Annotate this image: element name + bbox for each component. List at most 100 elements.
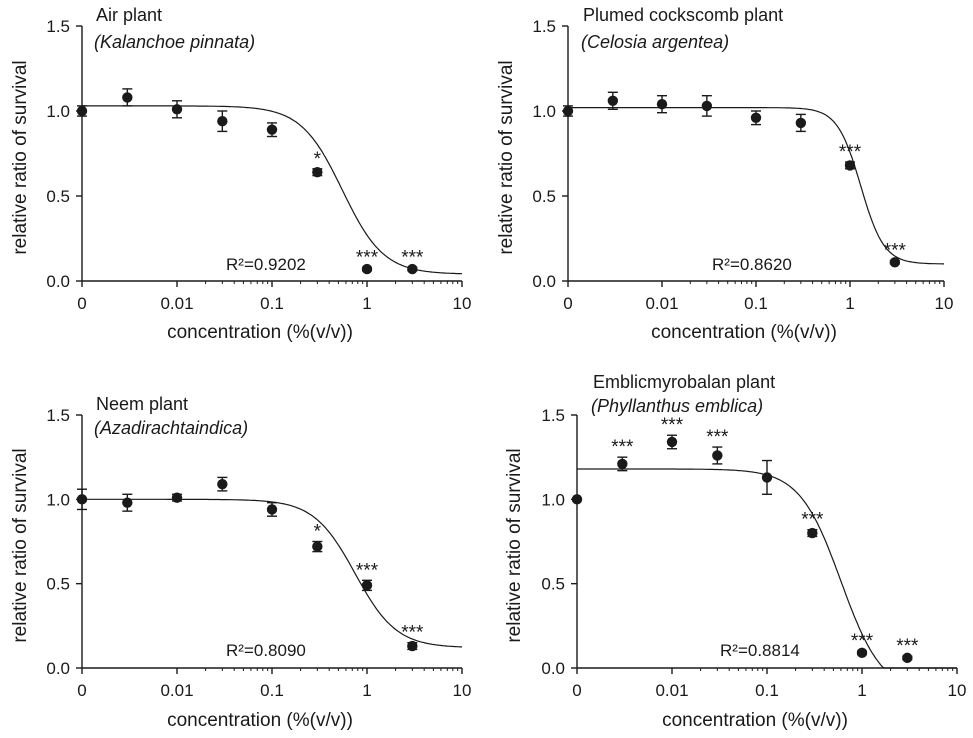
panel-title: Emblicmyrobalan plant (593, 372, 775, 392)
x-tick-label: 10 (935, 294, 954, 313)
y-tick-label: 0.0 (541, 659, 565, 678)
r-squared-label: R²=0.8090 (226, 641, 306, 660)
y-tick-label: 0.5 (46, 575, 70, 594)
data-point (807, 527, 818, 539)
x-tick-label: 0 (77, 294, 86, 313)
chart-panel-1: 0.00.51.01.50 0.01 0.1 1 10**** ***Air plant(… (10, 5, 471, 343)
data-point (171, 104, 183, 115)
data-point (761, 472, 773, 483)
x-tick-label: 10 (948, 681, 967, 700)
data-point (266, 504, 278, 515)
data-point (122, 497, 133, 508)
data-point (617, 458, 628, 470)
x-axis-label: concentration (%(v/v)) (651, 322, 837, 343)
significance-label: *** (356, 560, 379, 581)
significance-label: *** (896, 636, 919, 657)
data-point (571, 494, 583, 505)
y-tick-label: 1.0 (46, 102, 70, 121)
data-point (171, 492, 183, 503)
y-tick-label: 0.5 (532, 187, 556, 206)
data-point (666, 436, 678, 448)
x-tick-label: 0 (77, 681, 86, 700)
significance-label: *** (401, 247, 424, 268)
significance-label: *** (706, 427, 729, 448)
x-tick-label: 1 (857, 681, 866, 700)
fit-curve (568, 107, 944, 265)
data-point (361, 263, 373, 275)
significance-label: *** (401, 623, 424, 644)
y-tick-label: 0.5 (541, 575, 565, 594)
y-tick-label: 1.5 (46, 406, 70, 425)
y-tick-label: 1.5 (541, 406, 565, 425)
x-axis-label: concentration (%(v/v)) (167, 710, 353, 731)
significance-label: *** (839, 142, 862, 163)
data-point (712, 450, 723, 461)
data-point (795, 117, 807, 129)
x-axis-label: concentration (%(v/v)) (662, 710, 848, 731)
x-tick-label: 0 (572, 681, 581, 700)
y-axis-label: relative ratio of survival (10, 60, 31, 254)
x-tick-label: 0.1 (755, 681, 779, 700)
significance-label: * (314, 149, 322, 170)
chart-panel-3: 0.00.51.01.50 0.01 0.1 1 10*******Neem plant… (10, 394, 471, 731)
x-tick-label: 0.01 (655, 681, 688, 700)
x-tick-label: 1 (362, 681, 371, 700)
data-point (656, 99, 668, 110)
x-tick-label: 0.1 (260, 294, 284, 313)
significance-label: *** (801, 510, 824, 531)
significance-label: *** (661, 415, 684, 436)
data-point (122, 92, 133, 103)
data-point (217, 478, 228, 490)
data-point (312, 167, 323, 178)
r-squared-label: R²=0.9202 (226, 255, 306, 274)
data-point (361, 580, 373, 591)
x-tick-label: 0 (563, 294, 572, 313)
significance-label: * (314, 522, 322, 543)
data-point (266, 124, 278, 135)
x-tick-label: 1 (845, 294, 854, 313)
significance-label: *** (851, 631, 874, 652)
x-tick-label: 1 (362, 294, 371, 313)
x-tick-label: 0.01 (160, 681, 193, 700)
data-point (844, 160, 856, 171)
y-tick-label: 1.0 (541, 490, 565, 509)
x-tick-label: 0.01 (645, 294, 678, 313)
significance-label: *** (356, 247, 379, 268)
r-squared-label: R²=0.8814 (720, 641, 800, 660)
x-tick-label: 10 (453, 681, 472, 700)
panel-title: Plumed cockscomb plant (583, 5, 783, 25)
panel-subtitle: (Celosia argentea) (581, 32, 729, 52)
fit-curve (82, 105, 463, 275)
panel-subtitle: (Kalanchoe pinnata) (94, 32, 255, 52)
x-tick-label: 10 (453, 294, 472, 313)
data-point (856, 647, 868, 659)
x-tick-label: 0.01 (160, 294, 193, 313)
data-point (701, 100, 713, 112)
x-axis-label: concentration (%(v/v)) (167, 322, 353, 343)
data-point (607, 95, 619, 107)
data-point (407, 263, 418, 275)
fit-curve (82, 498, 462, 648)
significance-label: *** (611, 437, 634, 458)
panel-subtitle: (Phyllanthus emblica) (591, 396, 763, 416)
y-tick-label: 0.0 (46, 659, 70, 678)
data-point (902, 652, 913, 664)
y-tick-label: 1.5 (46, 17, 70, 36)
x-tick-label: 0.1 (744, 294, 768, 313)
data-point (407, 640, 418, 652)
y-tick-label: 1.5 (532, 17, 556, 36)
y-axis-label: relative ratio of survival (496, 60, 517, 254)
y-axis-label: relative ratio of survival (10, 448, 31, 642)
panel-title: Air plant (96, 5, 162, 25)
y-tick-label: 0.0 (532, 272, 556, 291)
fit-curve (577, 468, 957, 669)
data-point (750, 112, 762, 124)
data-point (76, 494, 88, 505)
panel-subtitle: (Azadirachtaindica) (94, 418, 248, 438)
y-axis-label: relative ratio of survival (504, 448, 525, 642)
data-point (76, 105, 88, 117)
significance-label: *** (884, 241, 907, 262)
data-point (889, 257, 901, 268)
data-point (217, 116, 228, 127)
